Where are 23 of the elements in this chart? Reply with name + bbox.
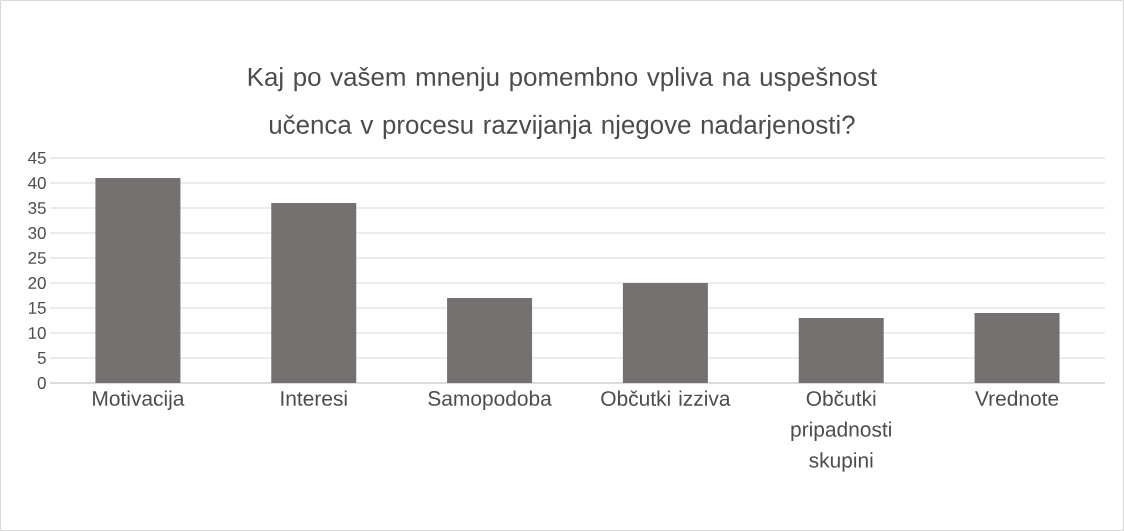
bar bbox=[271, 202, 357, 383]
x-tick-label: Občutki pripadnosti skupini bbox=[791, 390, 891, 472]
x-tick-label: Občutki izziva bbox=[601, 390, 731, 406]
bar bbox=[622, 282, 708, 383]
y-tick-label: 40 bbox=[28, 176, 46, 189]
x-tick-label: Vrednote bbox=[975, 390, 1059, 406]
y-tick-label: 20 bbox=[28, 276, 46, 289]
y-tick-label: 10 bbox=[28, 326, 46, 339]
y-tick-label: 5 bbox=[37, 352, 46, 364]
x-tick-label: Samopodoba bbox=[428, 390, 552, 411]
bar bbox=[974, 312, 1060, 383]
bar bbox=[798, 317, 884, 383]
bar bbox=[95, 177, 181, 383]
y-tick-label: 0 bbox=[37, 376, 46, 389]
y-tick-label: 25 bbox=[28, 251, 46, 264]
y-tick-label: 35 bbox=[28, 201, 46, 214]
y-tick-label: 15 bbox=[28, 302, 46, 314]
chart-title: Kaj po vašem mnenju pomembno vpliva na uspešnost učenca v procesu razvijanja njegove nadarjenosti? bbox=[248, 66, 878, 140]
bar bbox=[447, 297, 533, 383]
y-tick-label: 30 bbox=[28, 226, 46, 239]
y-tick-label: 45 bbox=[28, 152, 46, 164]
x-tick-label: Interesi bbox=[281, 390, 347, 406]
x-tick-label: Motivacija bbox=[93, 390, 185, 411]
